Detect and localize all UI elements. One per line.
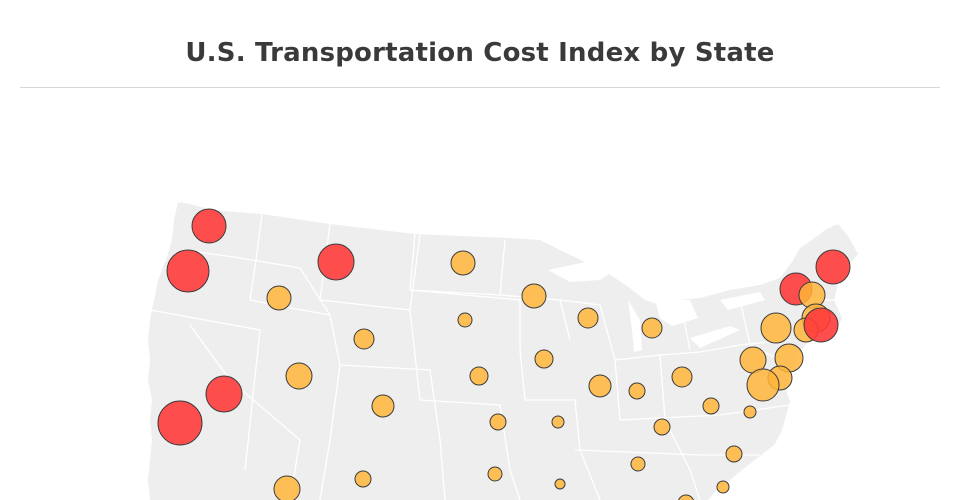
bubble-sd[interactable] <box>457 312 473 328</box>
bubble-tn[interactable] <box>630 456 646 472</box>
bubble-va[interactable] <box>743 405 757 419</box>
bubble-ne[interactable] <box>469 366 489 386</box>
bubble-wa[interactable] <box>191 208 227 244</box>
bubble-nm[interactable] <box>354 470 372 488</box>
bubble-mt[interactable] <box>317 243 355 281</box>
bubble-oh[interactable] <box>671 366 693 388</box>
bubble-mo[interactable] <box>551 415 565 429</box>
bubble-ia[interactable] <box>534 349 554 369</box>
bubble-ri[interactable] <box>803 307 839 343</box>
bubble-ca[interactable] <box>157 400 203 446</box>
bubble-id[interactable] <box>266 285 292 311</box>
bubble-nc[interactable] <box>725 445 743 463</box>
bubble-or[interactable] <box>166 249 210 293</box>
great-lakes <box>548 262 765 352</box>
bubble-mi[interactable] <box>641 317 663 339</box>
bubble-mn[interactable] <box>521 283 547 309</box>
bubble-wi[interactable] <box>577 307 599 329</box>
bubble-nd[interactable] <box>450 250 476 276</box>
bubble-me[interactable] <box>815 249 851 285</box>
bubble-ky[interactable] <box>653 418 671 436</box>
bubble-in[interactable] <box>628 382 646 400</box>
cost-bubbles <box>157 208 851 500</box>
title-divider <box>20 87 940 88</box>
bubble-az[interactable] <box>273 475 301 500</box>
bubble-ks[interactable] <box>489 413 507 431</box>
bubble-ny[interactable] <box>760 312 792 344</box>
bubble-de[interactable] <box>746 368 780 402</box>
bubble-wy[interactable] <box>353 328 375 350</box>
bubble-il[interactable] <box>588 374 612 398</box>
bubble-wv[interactable] <box>702 397 720 415</box>
bubble-ga[interactable] <box>678 494 694 500</box>
bubble-ut[interactable] <box>285 362 313 390</box>
bubble-nv[interactable] <box>205 375 243 413</box>
bubble-sc[interactable] <box>716 480 730 494</box>
bubble-co[interactable] <box>371 394 395 418</box>
bubble-ok[interactable] <box>487 466 503 482</box>
bubble-ar[interactable] <box>554 478 566 490</box>
map-title: U.S. Transportation Cost Index by State <box>185 38 775 68</box>
